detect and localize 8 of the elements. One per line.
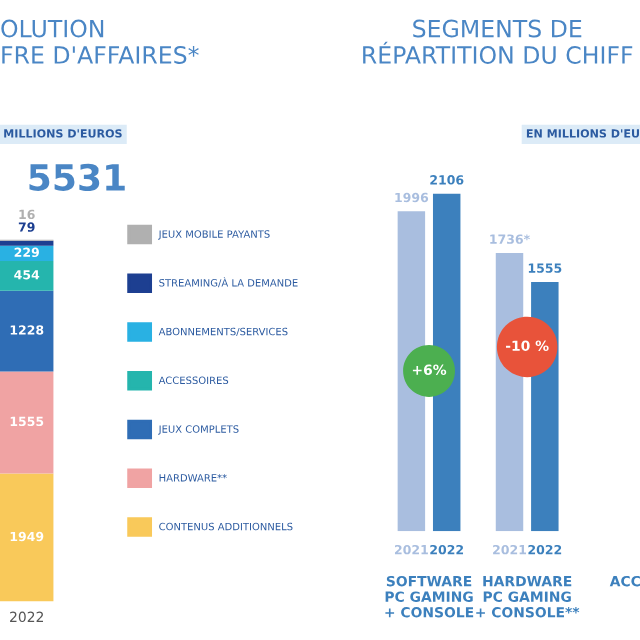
bar bbox=[0, 473, 54, 602]
bar bbox=[0, 371, 54, 474]
chart-title: OLUTION FRE D'AFFAIRES* bbox=[1, 19, 199, 64]
bar bbox=[0, 240, 54, 246]
bar bbox=[0, 290, 54, 372]
chart-title: SEGMENTS DE RÉPARTITION DU CHIFF bbox=[363, 19, 633, 64]
bar bbox=[0, 260, 54, 291]
text: 5531 bbox=[29, 163, 125, 192]
